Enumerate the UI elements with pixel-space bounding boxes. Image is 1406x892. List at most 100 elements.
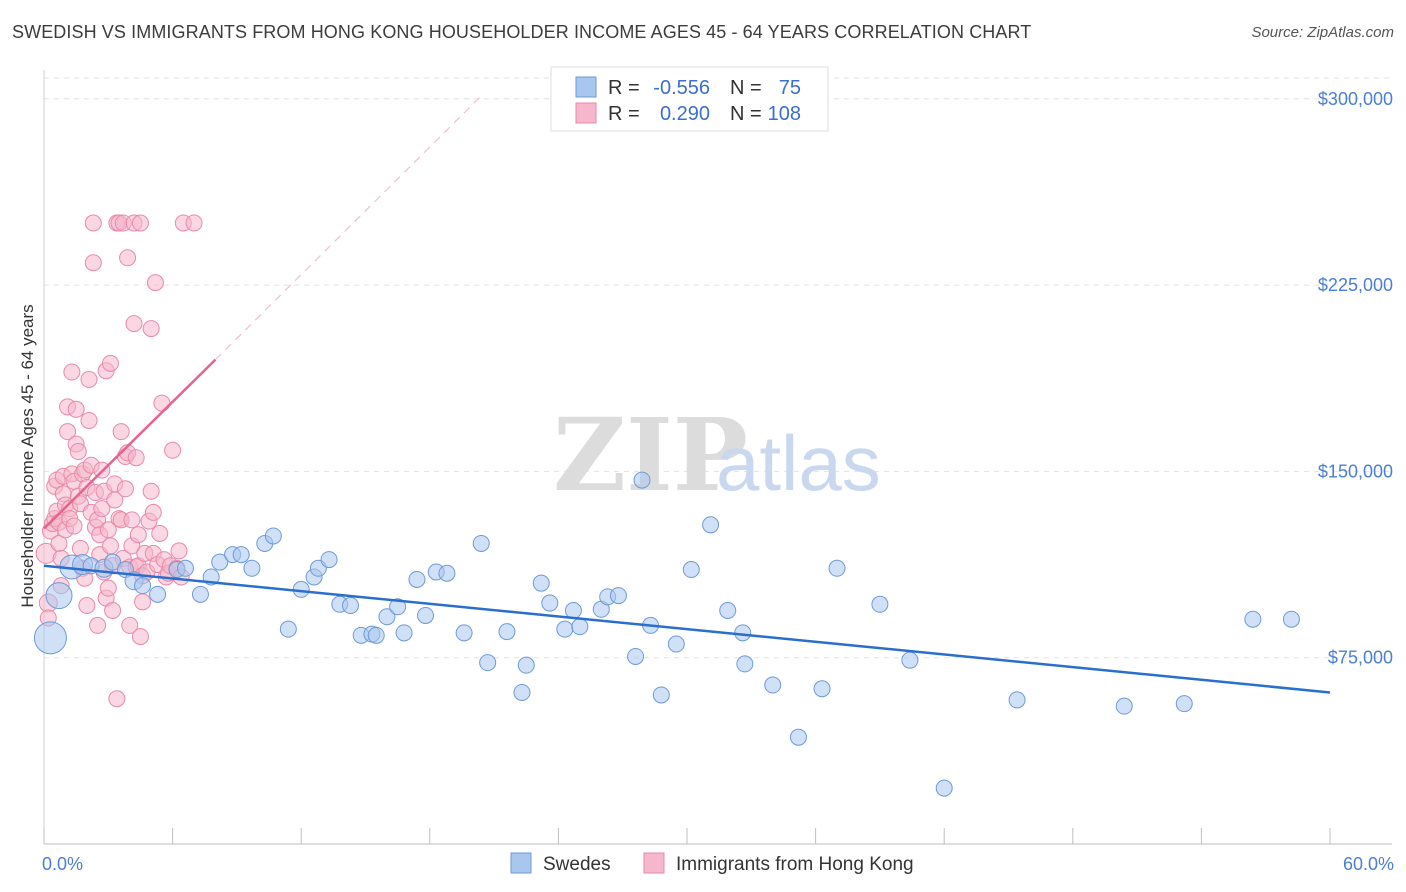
swedes-point-72 [1244,610,1262,628]
swedes-point-18 [243,559,261,577]
watermark: ZIP atlas [553,396,881,514]
hong-kong-point-55 [99,579,117,597]
blue-points [33,471,1300,797]
hong-kong-point-85 [131,628,149,646]
swedes-point-21 [279,620,297,638]
swedes-point-12 [176,559,194,577]
swedes-point-47 [564,602,582,620]
swedes-point-63 [789,728,807,746]
swedes-point-0 [33,621,67,655]
swedes-point-34 [408,570,426,588]
hong-kong-point-24 [65,517,83,535]
swedes-point-25 [320,551,338,569]
swedes-point-68 [935,779,953,797]
hong-kong-point-41 [84,214,102,232]
swedes-point-30 [367,626,385,644]
watermark-atlas: atlas [716,419,881,507]
swedes-point-10 [149,585,167,603]
swedes-point-73 [1282,610,1300,628]
hong-kong-point-86 [131,214,149,232]
hong-kong-point-38 [80,370,98,388]
swedes-point-46 [556,620,574,638]
hong-kong-point-83 [129,526,147,544]
hong-kong-point-25 [67,400,85,418]
hong-kong-point-72 [116,480,134,498]
swedes-point-39 [472,534,490,552]
swedes-point-37 [438,564,456,582]
swedes-point-62 [764,676,782,694]
legend-r-value-blue: -0.556 [653,77,710,99]
pink-trend-extension [215,93,484,361]
y-axis-label: Householder Income Ages 45 - 64 years [18,304,37,607]
swedes-point-15 [211,553,229,571]
hong-kong-point-36 [78,597,96,615]
swedes-point-57 [682,561,700,579]
swedes-point-69 [1008,691,1026,709]
hong-kong-point-62 [106,491,124,509]
hong-kong-point-63 [108,690,126,708]
swedes-point-9 [134,577,152,595]
axes [43,70,1392,845]
hong-kong-point-104 [164,441,182,459]
hong-kong-point-94 [144,503,162,521]
legend-r-label-pink: R = [608,103,640,125]
hong-kong-point-42 [84,254,102,272]
legend-r-value-pink: 0.290 [660,103,710,125]
swedes-point-13 [191,585,209,603]
hong-kong-point-96 [146,274,164,292]
swedes-point-32 [389,598,407,616]
hong-kong-point-58 [101,537,119,555]
hong-kong-point-92 [142,320,160,338]
legend-n-value-pink: 108 [768,103,801,125]
swedes-point-42 [513,683,531,701]
swedes-point-20 [264,527,282,545]
swedes-point-44 [532,574,550,592]
swedes-point-56 [667,635,685,653]
bottom-legend-swatch-hong-kong [643,852,665,874]
x-tick-label-end: 60.0% [1343,854,1394,874]
hong-kong-point-60 [104,602,122,620]
swedes-point-65 [828,559,846,577]
x-tick-label-start: 0.0% [42,854,83,874]
swedes-point-35 [417,606,435,624]
legend-n-label-blue: N = [730,77,762,99]
hong-kong-point-27 [69,443,87,461]
hong-kong-point-99 [153,394,171,412]
swedes-point-6 [104,553,122,571]
hong-kong-point-106 [170,542,188,560]
hong-kong-point-80 [125,315,143,333]
hong-kong-point-78 [123,511,141,529]
bottom-legend: Swedes Immigrants from Hong Kong [510,852,914,875]
hong-kong-point-17 [59,423,77,441]
swedes-point-52 [627,647,645,665]
y-tick-label-2: $225,000 [1318,275,1393,295]
hong-kong-point-46 [89,616,107,634]
hong-kong-trend-line [43,358,217,530]
hong-kong-point-67 [112,423,130,441]
swedes-point-31 [378,608,396,626]
chart-title: SWEDISH VS IMMIGRANTS FROM HONG KONG HOU… [12,22,1032,42]
hong-kong-point-73 [119,249,137,267]
y-tick-label-1: $150,000 [1318,461,1393,481]
hong-kong-point-98 [151,525,169,543]
hong-kong-point-93 [142,482,160,500]
swedes-point-66 [871,595,889,613]
bottom-legend-label-swedes: Swedes [543,854,611,875]
legend-n-label-pink: N = [730,103,762,125]
swedes-point-58 [702,516,720,534]
legend-n-value-blue: 75 [779,77,801,99]
trend-lines [43,358,1331,694]
hong-kong-trend-extension [215,93,484,361]
chart-source: Source: ZipAtlas.com [1251,24,1394,41]
swedes-point-40 [479,654,497,672]
swedes-trend-line [43,564,1331,694]
swedes-point-53 [633,471,651,489]
swedes-point-41 [498,623,516,641]
swedes-point-48 [571,618,589,636]
hong-kong-point-82 [127,449,145,467]
swedes-point-27 [341,597,359,615]
swedes-point-71 [1175,695,1193,713]
swedes-point-59 [719,602,737,620]
hong-kong-point-57 [101,354,119,372]
